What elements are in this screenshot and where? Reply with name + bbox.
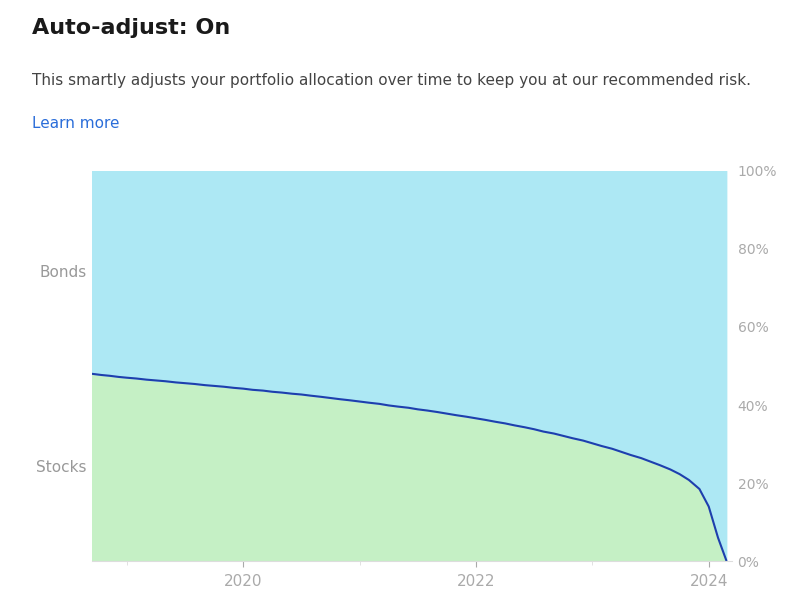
Text: This smartly adjusts your portfolio allocation over time to keep you at our reco: This smartly adjusts your portfolio allo…	[32, 73, 751, 88]
Text: Bonds: Bonds	[39, 265, 86, 280]
Text: Stocks: Stocks	[36, 460, 86, 475]
Text: Auto-adjust: On: Auto-adjust: On	[32, 18, 230, 38]
Text: Learn more: Learn more	[32, 116, 119, 131]
